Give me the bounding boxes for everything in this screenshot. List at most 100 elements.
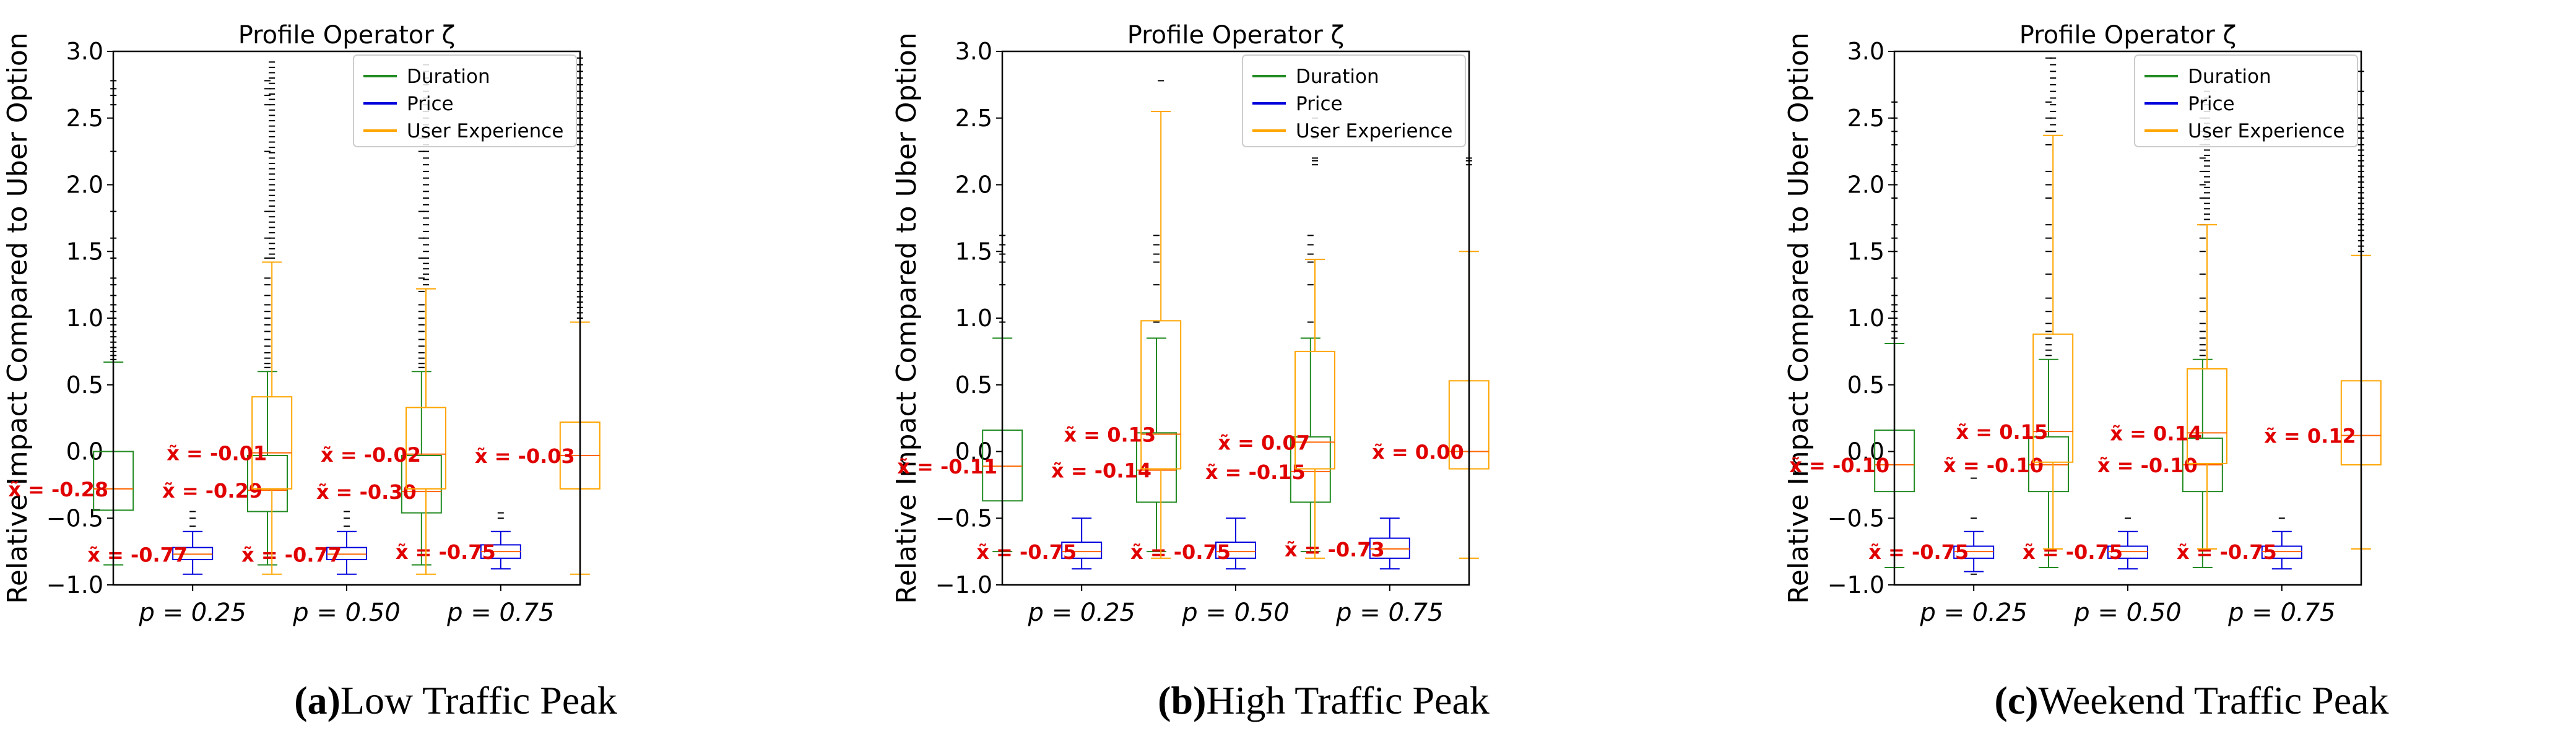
median-annotation: x̃ = 0.13 xyxy=(1064,423,1156,446)
panel-caption-b: (b)High Traffic Peak xyxy=(921,678,1726,724)
y-tick-label: 1.0 xyxy=(66,305,103,332)
legend-label: Duration xyxy=(1296,66,1379,88)
chart-title: Profile Operator ζ xyxy=(1127,21,1345,50)
y-axis-label: Relative Impact Compared to Uber Option xyxy=(2,32,33,603)
median-annotation: x̃ = -0.03 xyxy=(475,444,575,468)
y-tick-label: 1.0 xyxy=(955,305,992,332)
chart-title: Profile Operator ζ xyxy=(2019,21,2237,50)
box-iqr xyxy=(1290,436,1331,503)
panel-caption-text: High Traffic Peak xyxy=(1206,678,1490,722)
median-annotation: x̃ = -0.15 xyxy=(1205,460,1306,484)
median-annotation: x̃ = -0.73 xyxy=(1285,538,1385,561)
median-annotation: x̃ = 0.15 xyxy=(1956,420,2048,444)
y-tick-label: 0.5 xyxy=(955,371,992,399)
median-annotation: x̃ = -0.10 xyxy=(2097,454,2198,477)
legend-label: User Experience xyxy=(2188,120,2344,142)
x-tick-label: p = 0.50 xyxy=(292,599,400,627)
y-tick-label: −0.5 xyxy=(46,504,103,532)
legend-label: Price xyxy=(407,93,454,115)
panel-caption-text: Weekend Traffic Peak xyxy=(2038,678,2389,722)
y-tick-label: 3.0 xyxy=(955,38,992,65)
y-tick-label: −0.5 xyxy=(1828,504,1884,532)
median-annotation: x̃ = 0.00 xyxy=(1372,441,1464,464)
plot-frame xyxy=(1893,50,2362,586)
median-annotation: x̃ = -0.75 xyxy=(2023,540,2123,564)
chart-panel-1: Profile Operator ζ Relative Impact Compar… xyxy=(2,21,601,627)
y-tick-label: 0.0 xyxy=(1847,438,1884,465)
legend-label: Price xyxy=(2188,93,2235,115)
box-duration-3: x̃ = -0.10 xyxy=(2097,101,2223,568)
median-annotation: x̃ = -0.01 xyxy=(167,442,267,465)
x-tick-label: p = 0.50 xyxy=(2073,599,2181,627)
x-tick-label: p = 0.75 xyxy=(1335,599,1443,627)
median-annotation: x̃ = -0.75 xyxy=(1130,540,1231,564)
y-tick-label: 3.0 xyxy=(66,38,103,65)
y-tick-label: 0.0 xyxy=(955,438,992,465)
y-axis-label: Relative Impact Compared to Uber Option xyxy=(891,32,922,603)
median-annotation: x̃ = 0.12 xyxy=(2264,425,2356,448)
legend-label: Price xyxy=(1296,93,1343,115)
y-tick-label: 1.5 xyxy=(955,238,992,265)
box-price-3: x̃ = -0.75 xyxy=(396,512,521,570)
y-tick-label: 0.5 xyxy=(66,371,103,399)
x-tick-label: p = 0.75 xyxy=(446,599,554,627)
y-tick-label: 0.5 xyxy=(1847,371,1884,399)
box-duration-2: x̃ = -0.10 xyxy=(1943,57,2069,568)
y-tick-label: 2.5 xyxy=(955,105,992,132)
box-user-experience-2: x̃ = 0.07 xyxy=(1218,80,1335,559)
y-tick-label: −1.0 xyxy=(935,571,992,599)
x-tick-label: p = 0.25 xyxy=(1027,599,1135,627)
median-annotation: x̃ = -0.10 xyxy=(1943,454,2044,477)
box-price-2: x̃ = -0.75 xyxy=(2023,517,2148,570)
legend-box xyxy=(2134,54,2358,147)
box-price-2: x̃ = -0.75 xyxy=(1130,517,1256,570)
box-price-1: x̃ = -0.75 xyxy=(1868,477,1995,575)
median-annotation: x̃ = -0.11 xyxy=(897,455,997,478)
legend-label: User Experience xyxy=(1296,120,1452,142)
median-annotation: x̃ = -0.02 xyxy=(321,443,421,467)
box-price-1: x̃ = -0.75 xyxy=(976,517,1103,570)
y-axis-label: Relative Impact Compared to Uber Option xyxy=(1783,32,1815,603)
y-tick-label: −1.0 xyxy=(46,571,103,599)
box-duration-3: x̃ = -0.30 xyxy=(316,137,442,566)
panel-caption-letter: (a) xyxy=(294,678,340,722)
median-annotation: x̃ = -0.28 xyxy=(8,478,108,501)
y-tick-label: 3.0 xyxy=(1847,38,1884,65)
box-iqr xyxy=(1215,542,1256,559)
box-user-experience-3: x̃ = 0.00 xyxy=(1372,157,1490,559)
y-tick-label: 2.0 xyxy=(66,171,103,199)
box-user-experience-1: x̃ = 0.15 xyxy=(1956,57,2074,550)
y-tick-label: 1.0 xyxy=(1847,305,1884,332)
box-iqr xyxy=(172,547,214,561)
median-annotation: x̃ = -0.75 xyxy=(2177,540,2277,564)
panel-caption-text: Low Traffic Peak xyxy=(340,678,617,722)
median-annotation: x̃ = -0.14 xyxy=(1051,459,1151,483)
box-user-experience-1: x̃ = 0.13 xyxy=(1064,80,1182,559)
box-iqr xyxy=(1369,537,1410,559)
median-annotation: x̃ = 0.07 xyxy=(1218,431,1310,454)
median-annotation: x̃ = -0.10 xyxy=(1789,454,1889,477)
box-iqr xyxy=(1953,545,1995,559)
box-user-experience-2: x̃ = -0.02 xyxy=(321,64,446,575)
box-iqr xyxy=(251,396,293,490)
box-iqr xyxy=(2032,333,2074,463)
x-tick-label: p = 0.50 xyxy=(1181,599,1289,627)
panel-caption-letter: (b) xyxy=(1158,678,1207,722)
y-tick-label: 1.5 xyxy=(1847,238,1884,265)
box-iqr xyxy=(2187,368,2227,464)
box-iqr xyxy=(401,454,442,514)
median-annotation: x̃ = -0.75 xyxy=(976,540,1077,564)
box-iqr xyxy=(1136,432,1177,503)
plot-frame xyxy=(112,50,581,586)
y-tick-label: 2.5 xyxy=(1847,105,1884,132)
median-annotation: x̃ = -0.75 xyxy=(396,540,496,564)
box-duration-2: x̃ = -0.29 xyxy=(162,80,288,566)
box-iqr xyxy=(2028,436,2069,493)
panel-caption-a: (a)Low Traffic Peak xyxy=(53,678,858,724)
x-tick-label: p = 0.75 xyxy=(2227,599,2335,627)
y-tick-label: 1.5 xyxy=(66,238,103,265)
median-annotation: x̃ = -0.30 xyxy=(316,480,417,504)
legend-box xyxy=(353,54,577,147)
box-iqr xyxy=(1061,542,1103,559)
